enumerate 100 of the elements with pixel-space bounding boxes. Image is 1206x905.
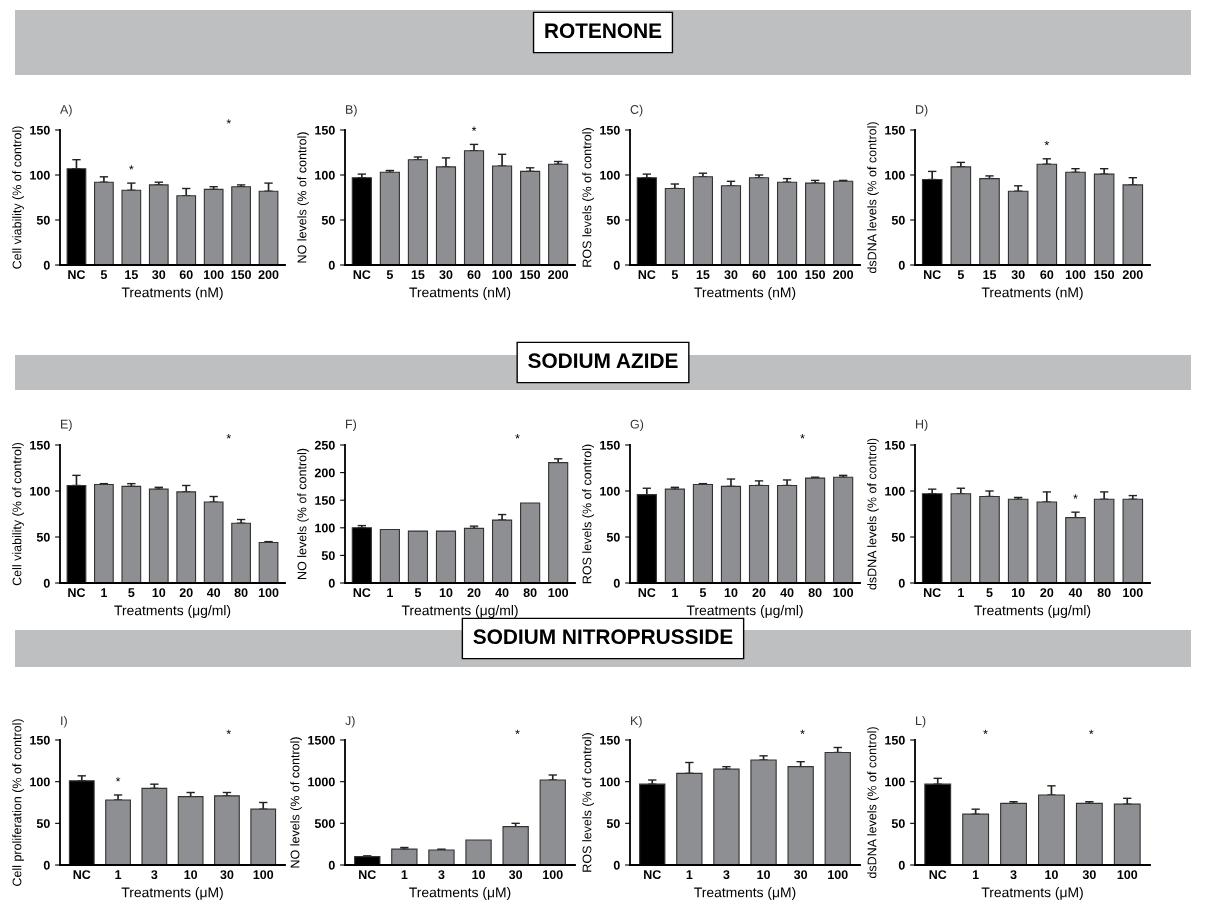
- y-tick-label: 50: [891, 819, 905, 828]
- x-tick-label: 1: [401, 870, 408, 879]
- y-axis-title: Cell proliferation (% of control): [12, 719, 24, 886]
- x-tick-label: 100: [1065, 270, 1086, 280]
- x-axis-title: Treatments (μM): [121, 887, 223, 901]
- x-tick-label: 200: [258, 270, 279, 280]
- x-tick-label: 10: [472, 870, 485, 880]
- x-tick-label: 30: [439, 270, 453, 280]
- x-tick-label: NC: [644, 870, 661, 880]
- chart-title: G): [630, 419, 644, 432]
- x-axis-title: Treatments (μg/ml): [974, 605, 1091, 619]
- x-axis-title: Treatments (μM): [981, 887, 1083, 901]
- text: SODIUM AZIDE: [528, 353, 678, 369]
- text: SODIUM NITROPRUSSIDE: [473, 629, 733, 645]
- chart-title: A): [60, 104, 72, 117]
- y-tick-label: 150: [885, 440, 905, 450]
- x-tick-label: NC: [924, 270, 941, 280]
- x-tick-label: 150: [231, 270, 252, 280]
- x-tick-label: 100: [492, 270, 512, 280]
- x-axis-title: Treatments (nM): [121, 287, 223, 301]
- annotation: *: [115, 777, 121, 782]
- y-tick-label: 100: [885, 486, 905, 496]
- y-axis-title: Cell viability (% of control): [12, 442, 24, 586]
- text: *: [800, 729, 805, 735]
- x-tick-label: 40: [206, 588, 221, 598]
- chart-title: E): [61, 419, 72, 432]
- annotation: *: [471, 126, 477, 131]
- x-tick-label: 15: [125, 270, 138, 280]
- x-tick-label: 150: [520, 270, 541, 280]
- x-tick-label: 5: [128, 588, 135, 598]
- x-tick-label: 200: [548, 270, 569, 280]
- x-tick-label: 100: [777, 270, 797, 280]
- y-tick-label: 150: [30, 735, 50, 745]
- chart-title: B): [346, 104, 357, 117]
- x-tick-label: 60: [467, 270, 481, 280]
- chart-title: F): [346, 419, 357, 432]
- x-tick-label: 100: [253, 870, 274, 880]
- x-tick-label: 10: [1045, 870, 1058, 880]
- annotation: *: [1044, 140, 1050, 146]
- x-tick-label: 200: [833, 270, 854, 280]
- chart-title: D): [916, 104, 928, 117]
- x-axis-title: Treatments (μg/ml): [114, 605, 231, 619]
- x-tick-label: 5: [699, 588, 707, 598]
- y-tick-label: 50: [891, 215, 905, 225]
- x-tick-label: 15: [696, 270, 710, 280]
- x-axis-title: Treatments (nM): [694, 287, 796, 301]
- y-axis-title: dsDNA levels (% of control): [867, 727, 879, 879]
- x-tick-label: 20: [752, 588, 766, 598]
- x-tick-label: 15: [411, 270, 425, 280]
- x-tick-label: NC: [638, 270, 656, 280]
- y-tick-label: 100: [30, 170, 50, 180]
- x-tick-label: 1: [972, 870, 979, 879]
- y-tick-label: 150: [315, 496, 335, 505]
- y-axis-title: ROS levels (% of control): [582, 128, 594, 267]
- x-tick-label: 80: [234, 588, 248, 598]
- y-axis-title: NO levels (% of control): [297, 448, 309, 579]
- y-tick-label: 1500: [308, 735, 335, 745]
- x-tick-label: 30: [508, 870, 523, 880]
- y-tick-label: 150: [885, 125, 905, 135]
- x-tick-label: 30: [152, 270, 166, 280]
- y-tick-label: 50: [606, 819, 620, 828]
- x-tick-label: 1: [387, 588, 394, 597]
- y-axis-title: ROS levels (% of control): [582, 733, 594, 872]
- x-axis-title: Treatments (nM): [409, 287, 511, 301]
- y-tick-label: 150: [885, 735, 905, 745]
- x-axis-title: Treatments (μg/ml): [401, 605, 518, 619]
- x-axis-title: Treatments (μM): [694, 887, 796, 901]
- x-tick-label: 10: [439, 588, 453, 598]
- x-tick-label: 1: [101, 588, 108, 597]
- chart-title: I): [61, 715, 67, 728]
- x-tick-label: NC: [73, 870, 91, 880]
- x-tick-label: 5: [986, 588, 993, 598]
- x-tick-label: 10: [152, 588, 166, 598]
- x-tick-label: 100: [204, 270, 224, 280]
- y-tick-label: 100: [30, 486, 50, 496]
- y-tick-label: 100: [600, 170, 620, 180]
- y-tick-label: 0: [898, 260, 905, 270]
- text: *: [983, 729, 988, 735]
- y-tick-label: 0: [43, 578, 50, 588]
- x-tick-label: NC: [929, 870, 947, 880]
- x-tick-label: NC: [353, 588, 371, 598]
- y-tick-label: 50: [606, 532, 620, 542]
- x-tick-label: 30: [1011, 270, 1025, 280]
- x-tick-label: 1: [115, 870, 122, 879]
- x-tick-label: 20: [179, 588, 193, 598]
- text: *: [1089, 729, 1094, 735]
- x-tick-label: 3: [1010, 870, 1017, 880]
- y-axis-title: dsDNA levels (% of control): [867, 438, 879, 590]
- y-tick-label: 1000: [308, 777, 335, 787]
- x-tick-label: 30: [724, 270, 738, 280]
- x-tick-label: 20: [1040, 588, 1054, 598]
- x-tick-label: 5: [386, 270, 394, 280]
- x-tick-label: 200: [1122, 270, 1143, 280]
- y-tick-label: 50: [321, 215, 335, 225]
- x-tick-label: 150: [805, 270, 826, 280]
- y-tick-label: 100: [600, 486, 620, 496]
- x-tick-label: 5: [671, 270, 679, 280]
- x-tick-label: 100: [258, 588, 279, 598]
- x-tick-label: 20: [467, 588, 481, 598]
- chart-title: J): [345, 715, 355, 728]
